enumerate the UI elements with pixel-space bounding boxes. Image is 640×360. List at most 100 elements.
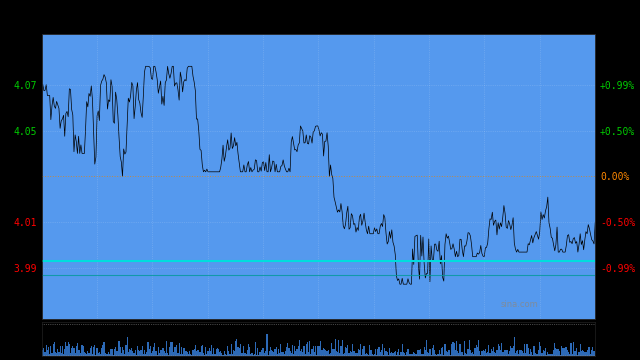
Bar [218,349,219,356]
Bar [461,352,463,356]
Bar [491,349,492,356]
Bar [95,355,97,356]
Bar [146,352,147,356]
Bar [592,347,593,356]
Bar [323,348,324,356]
Bar [120,347,121,356]
Bar [132,351,134,356]
Bar [447,352,448,356]
Bar [54,342,55,356]
Bar [166,342,167,356]
Bar [45,345,47,356]
Bar [210,351,211,356]
Bar [538,350,539,356]
Bar [438,350,440,356]
Bar [131,348,132,356]
Bar [354,351,355,356]
Bar [125,345,127,356]
Bar [199,352,200,356]
Bar [87,351,88,356]
Bar [269,351,270,356]
Bar [137,346,138,356]
Bar [81,345,83,356]
Bar [264,353,265,356]
Bar [524,345,525,356]
Bar [301,349,302,356]
Bar [435,355,436,356]
Bar [420,349,421,356]
Bar [458,353,460,356]
Bar [90,348,91,356]
Bar [74,353,76,356]
Bar [332,349,333,356]
Bar [514,337,515,356]
Bar [160,350,161,356]
Bar [270,347,271,356]
Bar [200,346,202,356]
Bar [455,350,456,356]
Bar [518,354,520,356]
Bar [371,350,372,356]
Bar [148,349,150,356]
Bar [256,355,257,356]
Bar [374,354,375,356]
Bar [545,348,546,356]
Bar [280,344,282,356]
Bar [399,355,401,356]
Bar [205,347,206,356]
Bar [118,341,120,356]
Bar [219,352,220,356]
Bar [291,353,292,356]
Bar [345,347,346,356]
Bar [591,350,592,356]
Bar [525,353,527,356]
Bar [527,347,529,356]
Bar [405,355,406,356]
Bar [128,352,129,356]
Bar [99,352,100,356]
Bar [191,355,193,356]
Bar [349,351,351,356]
Bar [134,350,136,356]
Bar [546,355,547,356]
Bar [325,350,326,356]
Bar [64,349,65,356]
Bar [580,351,582,356]
Bar [463,355,464,356]
Bar [552,354,553,356]
Bar [570,343,572,356]
Bar [61,353,62,356]
Bar [567,350,568,356]
Bar [477,347,478,356]
Bar [308,352,309,356]
Bar [235,341,236,356]
Bar [173,352,174,356]
Bar [355,353,356,356]
Bar [548,354,550,356]
Bar [263,348,264,356]
Bar [214,354,216,356]
Bar [450,355,451,356]
Bar [206,354,207,356]
Bar [376,355,378,356]
Bar [382,344,383,356]
Bar [515,352,516,356]
Bar [92,354,93,356]
Bar [536,354,537,356]
Bar [98,353,99,356]
Bar [226,355,227,356]
Bar [540,346,541,356]
Bar [177,353,179,356]
Bar [564,347,566,356]
Bar [516,351,517,356]
Bar [242,353,243,356]
Bar [431,348,433,356]
Bar [317,346,318,356]
Bar [70,354,71,356]
Bar [572,354,573,356]
Bar [198,350,199,356]
Bar [429,349,431,356]
Bar [500,350,501,356]
Bar [186,351,187,356]
Bar [329,354,330,356]
